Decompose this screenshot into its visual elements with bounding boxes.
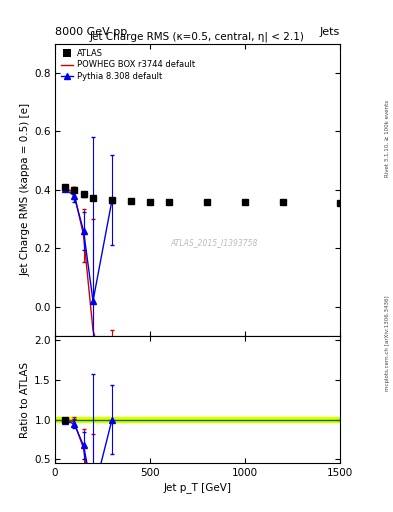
Text: 8000 GeV pp: 8000 GeV pp	[55, 27, 127, 37]
Text: Jets: Jets	[320, 27, 340, 37]
Text: ATLAS_2015_I1393758: ATLAS_2015_I1393758	[171, 238, 258, 247]
Text: Rivet 3.1.10, ≥ 100k events: Rivet 3.1.10, ≥ 100k events	[385, 100, 390, 177]
Text: mcplots.cern.ch [arXiv:1306.3436]: mcplots.cern.ch [arXiv:1306.3436]	[385, 295, 390, 391]
Legend: ATLAS, POWHEG BOX r3744 default, Pythia 8.308 default: ATLAS, POWHEG BOX r3744 default, Pythia …	[59, 48, 196, 82]
Y-axis label: Jet Charge RMS (kappa = 0.5) [e]: Jet Charge RMS (kappa = 0.5) [e]	[20, 103, 30, 276]
Bar	[55, 417, 340, 422]
Title: Jet Charge RMS (κ=0.5, central, η| < 2.1): Jet Charge RMS (κ=0.5, central, η| < 2.1…	[90, 31, 305, 42]
Y-axis label: Ratio to ATLAS: Ratio to ATLAS	[20, 361, 30, 438]
X-axis label: Jet p_T [GeV]: Jet p_T [GeV]	[163, 482, 231, 493]
